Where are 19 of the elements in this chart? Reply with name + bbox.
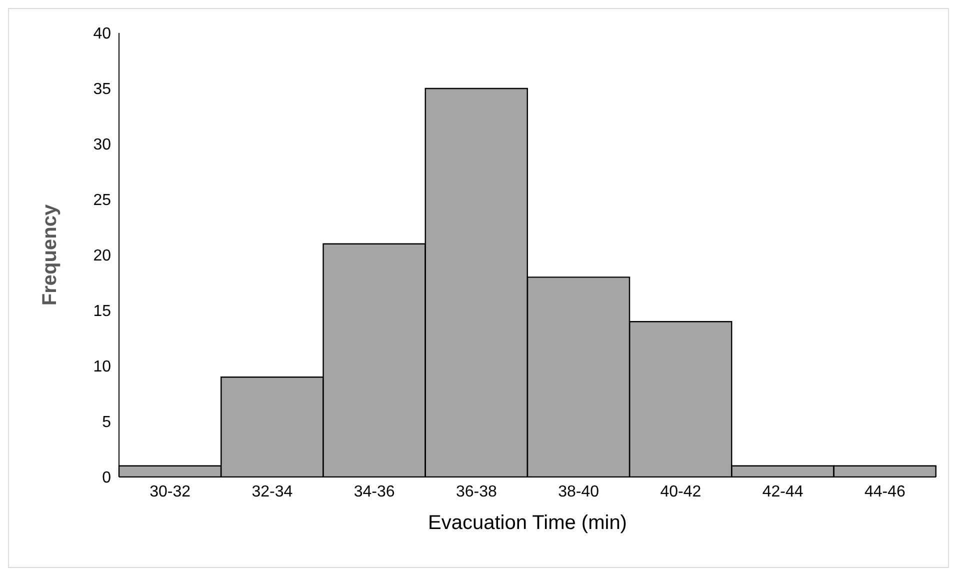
- y-axis-title: Frequency: [39, 204, 62, 306]
- y-tick-label: 5: [102, 414, 112, 432]
- y-tick-label: 35: [93, 81, 112, 98]
- y-tick-label: 25: [93, 192, 112, 210]
- y-tick-label: 15: [93, 303, 112, 320]
- x-tick-label: 32-34: [252, 483, 293, 500]
- x-tick-label: 44-46: [864, 483, 906, 500]
- x-tick-label: 36-38: [456, 483, 497, 500]
- y-tick-label: 30: [93, 136, 112, 154]
- x-tick-label: 30-32: [150, 483, 191, 500]
- x-tick-label: 38-40: [558, 483, 600, 500]
- x-tick-label: 34-36: [354, 483, 395, 500]
- y-tick-label: 20: [93, 248, 112, 265]
- y-tick-label: 0: [102, 470, 112, 487]
- x-tick-label: 42-44: [762, 483, 804, 500]
- x-axis-title: Evacuation Time (min): [428, 512, 627, 534]
- y-tick-label: 10: [93, 358, 112, 376]
- y-tick-label: 40: [93, 26, 112, 43]
- x-tick-label: 40-42: [660, 483, 702, 500]
